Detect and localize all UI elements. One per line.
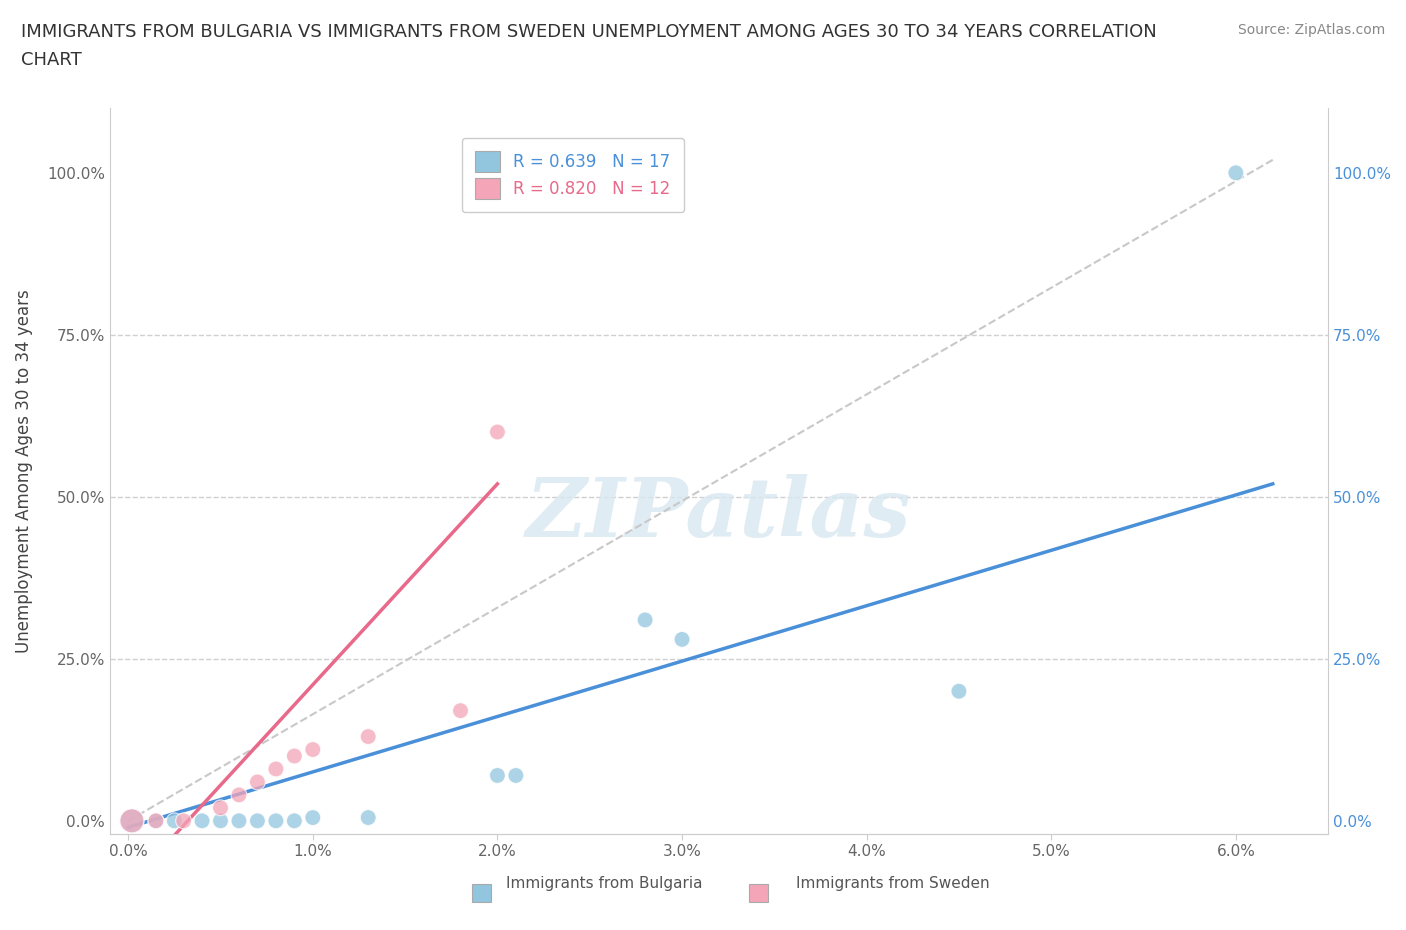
Text: Immigrants from Bulgaria: Immigrants from Bulgaria — [506, 876, 703, 891]
Point — [634, 613, 657, 628]
Text: ZIPatlas: ZIPatlas — [526, 474, 911, 554]
Point — [121, 814, 143, 829]
Point — [246, 814, 269, 829]
Text: IMMIGRANTS FROM BULGARIA VS IMMIGRANTS FROM SWEDEN UNEMPLOYMENT AMONG AGES 30 TO: IMMIGRANTS FROM BULGARIA VS IMMIGRANTS F… — [21, 23, 1157, 41]
Point — [209, 814, 232, 829]
Point — [450, 703, 472, 718]
Text: CHART: CHART — [21, 51, 82, 69]
Point — [486, 768, 509, 783]
Text: Source: ZipAtlas.com: Source: ZipAtlas.com — [1237, 23, 1385, 37]
Point — [948, 684, 970, 698]
Point — [121, 814, 143, 829]
Point — [671, 632, 693, 647]
Point — [191, 814, 214, 829]
Point — [283, 749, 305, 764]
Point — [173, 814, 195, 829]
Point — [357, 810, 380, 825]
Point — [228, 788, 250, 803]
Point — [228, 814, 250, 829]
Point — [486, 425, 509, 440]
Point — [357, 729, 380, 744]
Point — [283, 814, 305, 829]
Point — [1225, 166, 1247, 180]
Point — [264, 814, 287, 829]
Legend: R = 0.639   N = 17, R = 0.820   N = 12: R = 0.639 N = 17, R = 0.820 N = 12 — [461, 139, 683, 212]
Y-axis label: Unemployment Among Ages 30 to 34 years: Unemployment Among Ages 30 to 34 years — [15, 289, 32, 653]
Point — [163, 814, 186, 829]
Point — [145, 814, 167, 829]
Point — [301, 742, 323, 757]
Point — [209, 801, 232, 816]
Point — [145, 814, 167, 829]
Text: Immigrants from Sweden: Immigrants from Sweden — [796, 876, 990, 891]
Point — [264, 762, 287, 777]
Point — [246, 775, 269, 790]
Point — [301, 810, 323, 825]
Point — [505, 768, 527, 783]
